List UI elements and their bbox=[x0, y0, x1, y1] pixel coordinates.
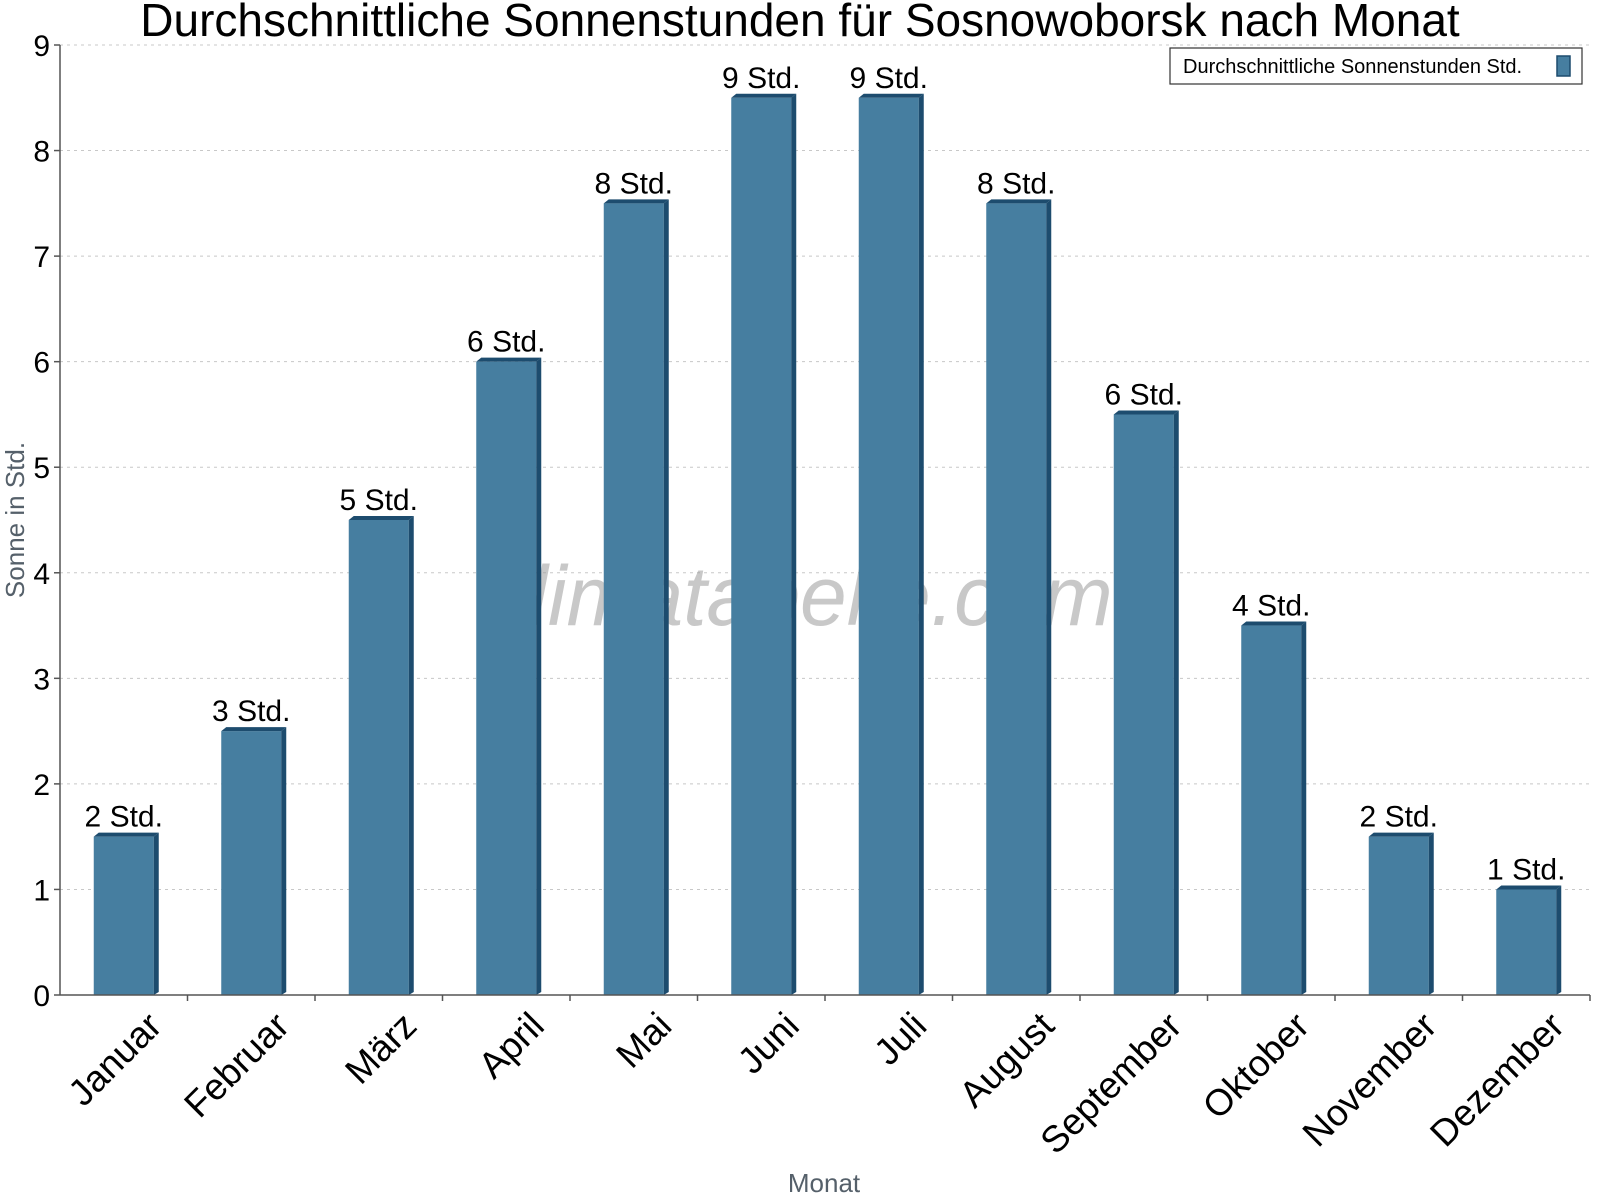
bar bbox=[731, 93, 797, 996]
bar-front bbox=[348, 520, 409, 995]
bar-value-label: 6 Std. bbox=[467, 326, 545, 359]
bar-value-labels: 2 Std. 3 Std. 5 Std. 6 Std. 8 Std. 9 Std. 9 St… bbox=[85, 62, 1566, 887]
bar-value-label: 2 Std. bbox=[85, 801, 163, 834]
bar-front bbox=[1113, 414, 1174, 995]
y-tick-label: 8 bbox=[33, 136, 50, 169]
bar bbox=[603, 199, 669, 996]
x-tick-label: Mai bbox=[608, 1005, 679, 1076]
bar-top bbox=[1496, 885, 1562, 890]
legend-swatch bbox=[1556, 55, 1571, 77]
bar-front bbox=[986, 203, 1047, 996]
y-tick-label: 5 bbox=[33, 452, 50, 485]
x-tick-label: Januar bbox=[60, 1005, 169, 1114]
bar-side bbox=[408, 516, 414, 995]
legend-label: Durchschnittliche Sonnenstunden Std. bbox=[1183, 56, 1522, 78]
bar-side bbox=[1046, 199, 1052, 996]
bar bbox=[93, 832, 159, 995]
bar bbox=[858, 93, 924, 996]
bar-side bbox=[1301, 621, 1307, 995]
x-tick-label: Februar bbox=[176, 1005, 297, 1126]
bar-value-label: 1 Std. bbox=[1487, 853, 1565, 886]
bar-front bbox=[476, 361, 537, 996]
bar-value-label: 6 Std. bbox=[1105, 378, 1183, 411]
bar-top bbox=[93, 832, 159, 837]
y-tick-label: 7 bbox=[33, 241, 50, 274]
legend-box bbox=[1169, 47, 1583, 85]
y-tick-label: 4 bbox=[33, 558, 50, 591]
bar-side bbox=[1556, 885, 1562, 995]
bar-top bbox=[1368, 832, 1434, 837]
bar-front bbox=[603, 203, 664, 996]
legend: Durchschnittliche Sonnenstunden Std. bbox=[1169, 47, 1583, 85]
x-tick-label: Juni bbox=[730, 1005, 807, 1082]
bar-top bbox=[986, 199, 1052, 204]
bar-top bbox=[476, 357, 542, 362]
bar bbox=[1368, 832, 1434, 995]
bar bbox=[221, 727, 287, 995]
chart-title: Durchschnittliche Sonnenstunden für Sosn… bbox=[140, 0, 1460, 46]
bar-front bbox=[221, 731, 282, 995]
bar-value-label: 8 Std. bbox=[977, 167, 1055, 200]
bar bbox=[986, 199, 1052, 996]
bar-value-label: 9 Std. bbox=[722, 62, 800, 95]
bar-value-label: 8 Std. bbox=[595, 167, 673, 200]
bar-side bbox=[918, 93, 924, 996]
bar-top bbox=[858, 93, 924, 98]
y-tick-label: 0 bbox=[33, 980, 50, 1013]
y-axis-label: Sonne in Std. bbox=[0, 442, 30, 598]
bar-top bbox=[348, 516, 414, 520]
bars bbox=[93, 93, 1562, 996]
bar-side bbox=[1173, 410, 1179, 995]
bar-top bbox=[221, 727, 287, 732]
bar-value-label: 3 Std. bbox=[212, 695, 290, 728]
x-tick-label: November bbox=[1295, 1005, 1445, 1155]
bar-top bbox=[1241, 621, 1307, 626]
bar-side bbox=[536, 357, 542, 996]
bar-top bbox=[1113, 410, 1179, 415]
x-axis-label: Monat bbox=[788, 1168, 861, 1198]
bar bbox=[348, 516, 414, 995]
y-tick-label: 9 bbox=[33, 30, 50, 63]
bar-value-label: 9 Std. bbox=[850, 62, 928, 95]
bar-top bbox=[603, 199, 669, 204]
x-tick-label: Oktober bbox=[1195, 1005, 1317, 1127]
bar-front bbox=[858, 97, 919, 996]
bar-side bbox=[1428, 832, 1434, 995]
bar-value-label: 2 Std. bbox=[1360, 801, 1438, 834]
bar bbox=[1496, 885, 1562, 995]
bar-side bbox=[663, 199, 669, 996]
x-tick-label: März bbox=[337, 1005, 424, 1092]
bar-front bbox=[731, 97, 792, 996]
x-tick-label: Juli bbox=[866, 1005, 934, 1073]
bar-front bbox=[1241, 625, 1302, 995]
bar bbox=[1113, 410, 1179, 995]
gridlines bbox=[60, 44, 1590, 890]
bar-value-label: 4 Std. bbox=[1232, 590, 1310, 623]
bar-value-label: 5 Std. bbox=[340, 484, 418, 517]
bar-side bbox=[153, 832, 159, 995]
y-tick-label: 1 bbox=[33, 874, 50, 907]
y-tick-label: 2 bbox=[33, 769, 50, 802]
bar-front bbox=[93, 836, 154, 995]
y-tick-label: 6 bbox=[33, 347, 50, 380]
bar-top bbox=[731, 93, 797, 98]
bar bbox=[1241, 621, 1307, 995]
bar-front bbox=[1368, 836, 1429, 995]
bar-side bbox=[791, 93, 797, 996]
bar bbox=[476, 357, 542, 996]
bar-side bbox=[281, 727, 287, 995]
x-tick-label: August bbox=[951, 1004, 1062, 1115]
x-tick-label: Dezember bbox=[1422, 1005, 1572, 1155]
x-axis-ticks: Januar Februar März April Mai Juni Juli AugustS… bbox=[60, 995, 1591, 1162]
bar-front bbox=[1496, 889, 1557, 995]
x-tick-label: April bbox=[471, 1005, 552, 1086]
y-axis-ticks: 0 1 2 3 4 5 6 7 8 9 bbox=[33, 30, 60, 1013]
y-tick-label: 3 bbox=[33, 663, 50, 696]
